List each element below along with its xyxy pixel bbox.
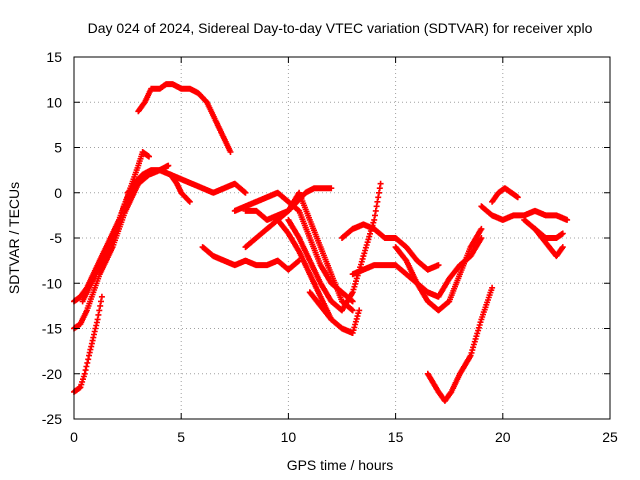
data-point-markers [79, 162, 172, 305]
chart-title: Day 024 of 2024, Sidereal Day-to-day VTE… [88, 20, 593, 36]
y-tick-label: 5 [54, 140, 62, 156]
x-axis-ticks: 0 5 10 15 20 25 [70, 57, 618, 445]
data-point-markers [274, 216, 335, 323]
data-series-arc-2 [71, 171, 148, 332]
data-point-markers [532, 225, 566, 260]
data-point-markers [71, 149, 152, 305]
data-series-arc-4 [79, 162, 172, 305]
data-series-arc-15 [339, 221, 442, 273]
data-point-markers [489, 185, 521, 205]
y-axis-label: SDTVAR / TECUs [6, 182, 22, 294]
data-series-arc-1 [71, 149, 152, 305]
y-tick-label: -10 [42, 275, 62, 291]
y-tick-label: 10 [46, 94, 62, 110]
x-tick-label: 25 [602, 429, 618, 445]
y-tick-label: -15 [42, 321, 62, 337]
data-series-arc-8 [199, 244, 303, 273]
data-series-arc-17 [392, 225, 485, 314]
data-point-markers [124, 167, 249, 196]
data-layer [71, 81, 571, 404]
x-tick-label: 0 [70, 429, 78, 445]
data-point-markers [424, 284, 496, 404]
y-tick-label: -5 [50, 230, 63, 246]
data-series-arc-22 [532, 225, 566, 260]
data-point-markers [339, 221, 442, 273]
data-point-markers [306, 289, 363, 336]
y-tick-label: 0 [54, 185, 62, 201]
data-series-arc-20 [489, 185, 521, 205]
data-series-arc-6 [124, 167, 249, 196]
data-series-arc-19 [478, 203, 571, 223]
data-series-arc-5 [135, 81, 234, 155]
data-series-arc-13 [285, 180, 384, 314]
x-tick-label: 10 [281, 429, 297, 445]
data-series-arc-7 [167, 171, 193, 205]
data-point-markers [135, 81, 234, 155]
x-axis-label: GPS time / hours [287, 457, 394, 473]
data-point-markers [242, 185, 335, 251]
data-point-markers [478, 203, 571, 223]
y-tick-label: -25 [42, 411, 62, 427]
data-series-arc-18 [424, 284, 496, 404]
data-point-markers [71, 171, 148, 332]
data-series-arc-12 [274, 216, 335, 323]
data-point-markers [167, 171, 193, 205]
y-axis-ticks: -25 -20 -15 -10 -5 0 5 10 15 [42, 49, 610, 427]
data-point-markers [199, 244, 303, 273]
x-tick-label: 5 [177, 429, 185, 445]
x-tick-label: 20 [495, 429, 511, 445]
data-series-arc-14 [306, 289, 363, 336]
y-tick-label: -20 [42, 366, 62, 382]
data-series-arc-11 [242, 185, 335, 251]
x-tick-label: 15 [388, 429, 404, 445]
data-point-markers [285, 180, 384, 314]
data-point-markers [392, 225, 485, 314]
y-tick-label: 15 [46, 49, 62, 65]
